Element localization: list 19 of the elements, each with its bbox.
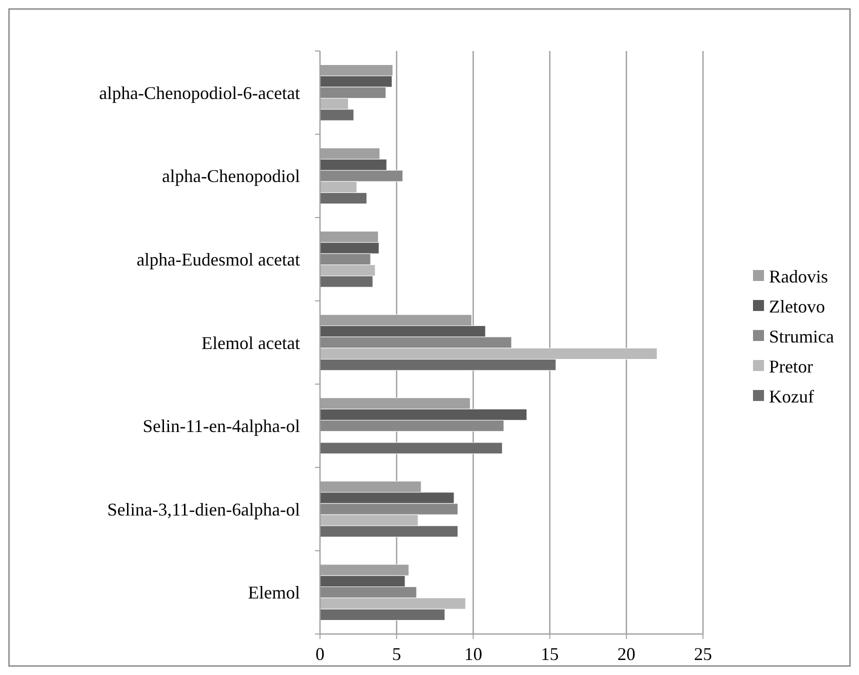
x-tick-label: 5 (392, 644, 402, 664)
legend-label: Pretor (769, 356, 813, 376)
legend-label: Kozuf (769, 386, 814, 406)
y-tick-label: Elemol (248, 582, 300, 603)
x-tick-label: 10 (464, 644, 482, 664)
legend-label: Zletovo (769, 296, 825, 316)
y-tick-label: alpha-Chenopodiol (162, 166, 300, 186)
legend-label: Radovis (769, 266, 828, 286)
y-tick-label: alpha-Chenopodiol-6-acetat (99, 82, 300, 103)
x-tick-label: 20 (617, 644, 636, 664)
y-tick-label: alpha-Eudesmol acetat (136, 250, 300, 270)
bar (320, 442, 503, 454)
x-tick-label: 15 (540, 644, 559, 664)
x-tick-label: 25 (694, 644, 712, 664)
legend-label: Strumica (769, 326, 834, 346)
x-tick-label: 0 (316, 644, 324, 664)
y-tick-label: Selin-11-en-4alpha-ol (142, 416, 300, 436)
y-tick-label: Elemol acetat (202, 332, 300, 353)
y-tick-label: Selina-3,11-dien-6alpha-ol (107, 499, 300, 520)
